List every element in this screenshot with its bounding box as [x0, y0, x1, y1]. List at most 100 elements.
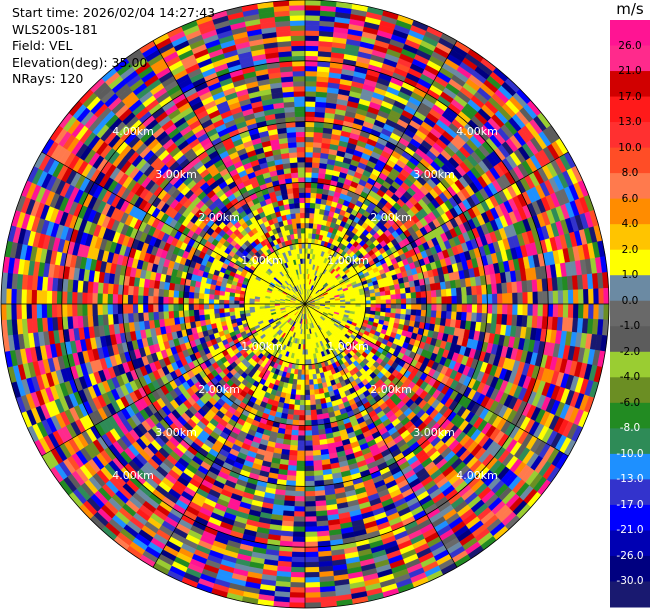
velocity-bin: [380, 303, 387, 309]
velocity-bin: [542, 303, 549, 317]
velocity-bin: [399, 313, 407, 321]
velocity-bin: [465, 286, 473, 296]
velocity-bin: [491, 283, 498, 295]
velocity-bin: [491, 293, 498, 305]
velocity-bin: [465, 312, 473, 322]
velocity-bin: [304, 187, 312, 193]
velocity-bin: [304, 410, 312, 416]
velocity-bin: [304, 511, 317, 518]
velocity-bin: [315, 101, 327, 108]
velocity-bin: [304, 222, 310, 229]
velocity-bin: [309, 207, 316, 214]
velocity-bin: [304, 146, 314, 153]
velocity-bin: [304, 141, 314, 148]
velocity-bin: [304, 415, 312, 421]
velocity-bin: [532, 303, 539, 317]
velocity-bin: [304, 197, 311, 204]
velocity-bin: [286, 470, 297, 477]
velocity-bin: [512, 292, 519, 305]
velocity-bin: [304, 20, 321, 26]
velocity-bin: [304, 9, 321, 16]
velocity-bin: [557, 303, 564, 318]
velocity-bin: [304, 582, 321, 588]
velocity-bin: [497, 293, 503, 305]
velocity-bin: [426, 297, 432, 305]
velocity-bin: [400, 293, 407, 300]
velocity-bin: [312, 157, 321, 164]
velocity-bin: [304, 344, 308, 350]
velocity-bin: [404, 287, 412, 294]
velocity-bin: [290, 434, 299, 441]
velocity-bin: [309, 389, 315, 396]
velocity-bin: [304, 455, 314, 462]
velocity-bin: [415, 309, 422, 317]
velocity-bin: [304, 65, 318, 72]
velocity-bin: [295, 384, 302, 391]
velocity-bin: [304, 430, 313, 436]
velocity-bin: [304, 460, 314, 467]
velocity-bin: [522, 303, 529, 316]
velocity-bin: [294, 501, 306, 507]
velocity-bin: [304, 404, 311, 411]
velocity-bin: [304, 212, 311, 219]
velocity-bin: [598, 303, 605, 320]
velocity-bin: [370, 296, 377, 301]
velocity-bin: [304, 465, 315, 472]
velocity-bin: [311, 368, 317, 375]
velocity-bin: [415, 291, 422, 299]
velocity-bin: [461, 303, 468, 313]
velocity-bin: [410, 292, 417, 299]
velocity-bin: [294, 394, 301, 401]
velocity-bin: [583, 303, 589, 320]
velocity-bin: [304, 126, 315, 133]
velocity-bin: [290, 561, 306, 568]
velocity-bin: [512, 303, 519, 316]
velocity-bin: [304, 0, 322, 6]
velocity-bin: [304, 546, 319, 553]
velocity-bin: [304, 389, 311, 396]
velocity-bin: [304, 379, 310, 386]
velocity-bin: [298, 425, 306, 431]
velocity-bin: [308, 384, 315, 391]
velocity-bin: [532, 291, 539, 305]
velocity-bin: [309, 399, 316, 406]
velocity-bin: [311, 434, 320, 441]
velocity-bin: [304, 151, 314, 158]
velocity-bin: [435, 310, 442, 319]
velocity-bin: [304, 121, 315, 128]
velocity-bin: [355, 300, 361, 305]
velocity-bin: [298, 410, 306, 416]
velocity-bin: [314, 393, 321, 400]
velocity-bin: [304, 541, 318, 548]
velocity-bin: [294, 399, 301, 406]
velocity-bin: [552, 303, 559, 318]
velocity-bin: [293, 404, 300, 411]
velocity-bin: [527, 291, 534, 305]
velocity-bin: [456, 303, 463, 313]
velocity-bin: [405, 292, 412, 299]
velocity-bin: [290, 571, 306, 578]
velocity-bin: [562, 289, 569, 305]
velocity-bin: [310, 187, 318, 194]
velocity-bin: [304, 364, 309, 371]
velocity-bin: [476, 312, 483, 323]
velocity-bin: [304, 592, 321, 599]
velocity-bin: [502, 303, 508, 315]
velocity-bin: [481, 294, 488, 305]
velocity-bin: [471, 312, 478, 323]
velocity-bin: [410, 309, 417, 316]
velocity-bin: [501, 314, 508, 326]
velocity-bin: [314, 398, 322, 406]
velocity-bin: [308, 227, 314, 234]
velocity-bin: [430, 289, 437, 298]
velocity-bin: [304, 177, 312, 183]
velocity-bin: [297, 440, 306, 447]
velocity-bin: [287, 464, 297, 472]
velocity-bin: [304, 450, 314, 457]
velocity-bin: [294, 496, 306, 502]
velocity-bin: [308, 379, 314, 386]
velocity-bin: [293, 409, 300, 416]
velocity-bin: [572, 289, 579, 305]
velocity-bin: [517, 292, 524, 305]
velocity-bin: [308, 374, 314, 381]
